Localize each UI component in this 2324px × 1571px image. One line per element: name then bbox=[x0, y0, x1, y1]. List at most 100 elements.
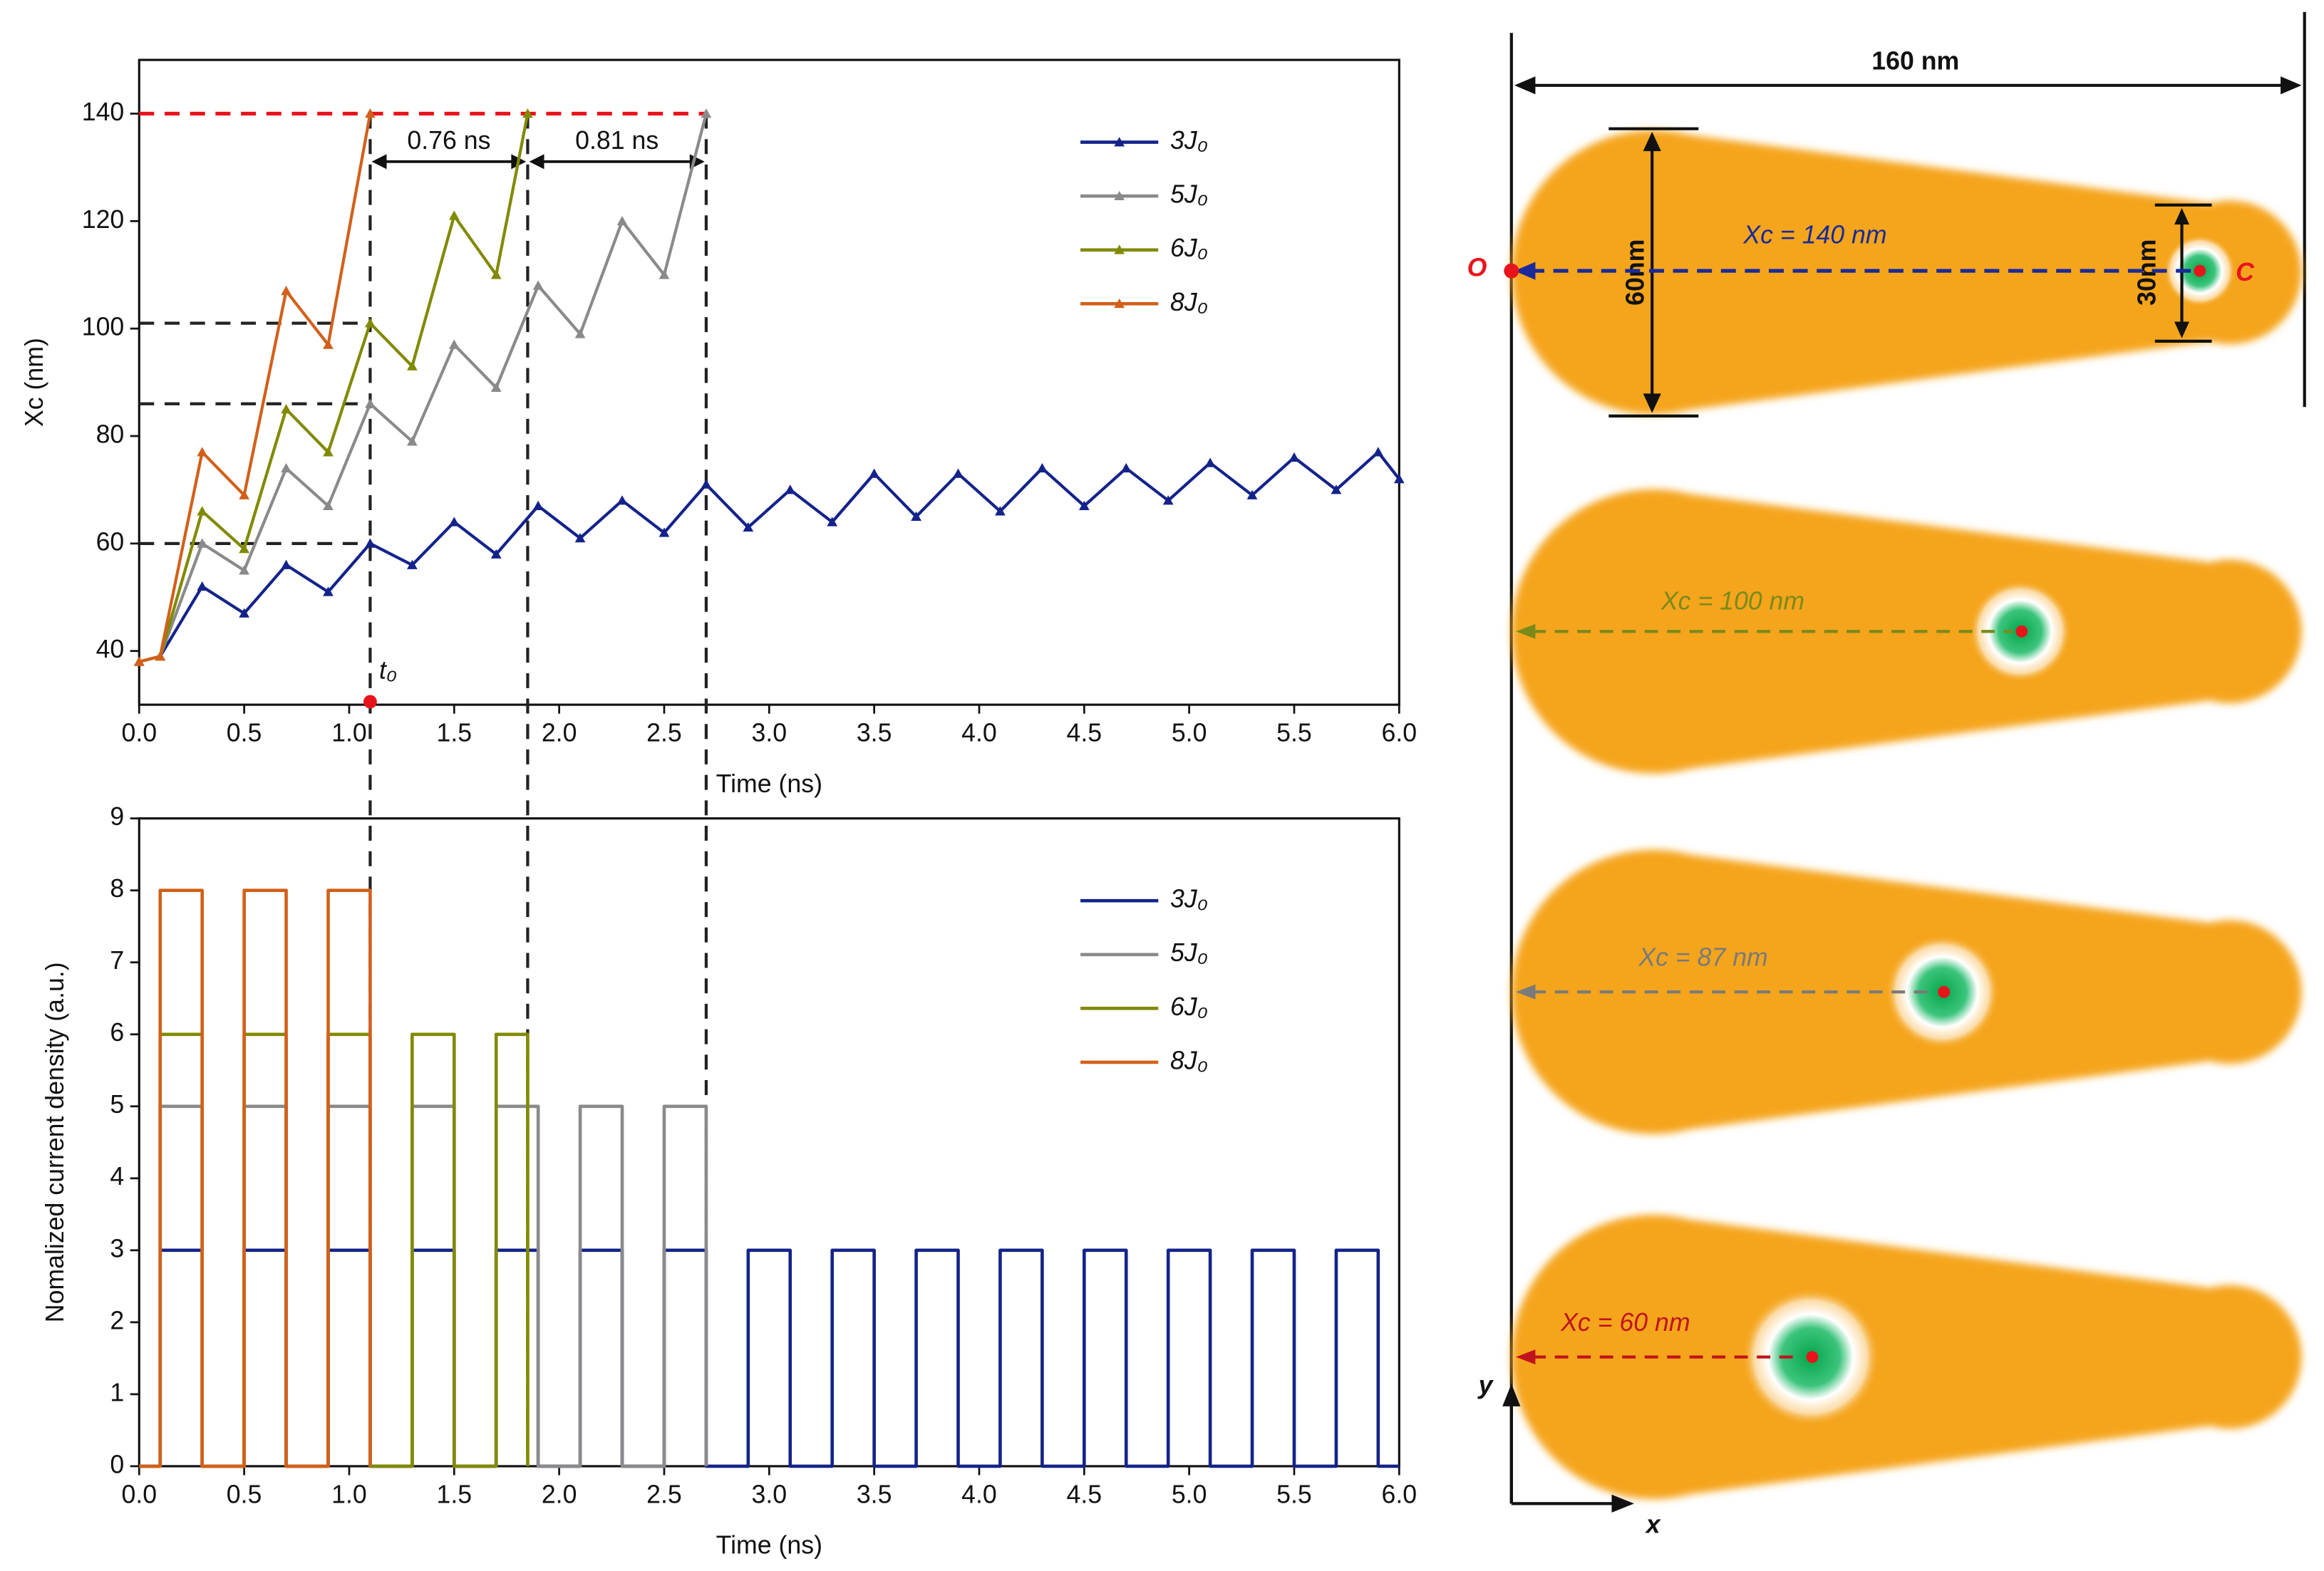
series-marker bbox=[197, 581, 208, 591]
series-marker bbox=[1120, 462, 1132, 473]
series-marker bbox=[281, 286, 291, 296]
series-marker bbox=[197, 447, 208, 457]
series-marker bbox=[407, 559, 418, 569]
series-marker bbox=[407, 436, 418, 446]
series-marker bbox=[574, 532, 586, 543]
y-axis-label: Xc (nm) bbox=[20, 338, 48, 427]
series-marker bbox=[365, 398, 376, 408]
arrow-head bbox=[1643, 393, 1661, 413]
y-tick-label: 40 bbox=[96, 635, 125, 663]
series-marker bbox=[133, 656, 145, 666]
distance-label: Xc = 100 nm bbox=[1661, 587, 1804, 616]
series-marker bbox=[323, 586, 334, 596]
x-tick-label: 6.0 bbox=[1382, 1480, 1417, 1508]
x-tick-label: 5.5 bbox=[1276, 719, 1312, 747]
arrow-head bbox=[1516, 984, 1536, 1000]
arrow-head bbox=[1643, 131, 1661, 152]
legend-label: 6J₀ bbox=[1170, 992, 1208, 1021]
legend-label: 8J₀ bbox=[1170, 1046, 1208, 1074]
x-tick-label: 3.5 bbox=[857, 719, 892, 747]
x-tick-label: 1.5 bbox=[436, 1480, 472, 1508]
y-tick-label: 1 bbox=[110, 1378, 124, 1406]
series-line bbox=[138, 113, 708, 663]
series-marker bbox=[616, 215, 628, 226]
y-axis-label: y bbox=[1477, 1371, 1494, 1399]
series-marker bbox=[490, 269, 502, 279]
legend-marker bbox=[1114, 137, 1125, 147]
series-marker bbox=[239, 489, 249, 499]
series-marker bbox=[490, 549, 502, 559]
series-marker bbox=[953, 468, 964, 478]
arrow-head bbox=[1502, 1384, 1521, 1406]
x-tick-label: 3.5 bbox=[857, 1480, 892, 1508]
series-marker bbox=[323, 447, 334, 457]
series-marker bbox=[197, 506, 208, 516]
x-tick-label: 2.5 bbox=[646, 1480, 682, 1508]
origin-point bbox=[1504, 263, 1519, 279]
series-marker bbox=[659, 269, 670, 279]
series-marker bbox=[281, 403, 291, 414]
series-marker bbox=[448, 517, 460, 527]
y-tick-label: 3 bbox=[110, 1234, 124, 1262]
legend-marker bbox=[1114, 244, 1125, 254]
t0-point bbox=[363, 695, 377, 709]
x-tick-label: 0.0 bbox=[121, 1480, 157, 1508]
series-marker bbox=[281, 462, 291, 473]
legend-label: 5J₀ bbox=[1170, 180, 1208, 209]
x-tick-label: 1.0 bbox=[331, 719, 367, 747]
x-tick-label: 0.5 bbox=[227, 1480, 262, 1508]
arrow-head bbox=[1516, 1349, 1536, 1365]
arrow-head bbox=[2174, 207, 2190, 225]
series-marker bbox=[1204, 457, 1216, 467]
y-tick-label: 2 bbox=[110, 1306, 124, 1334]
y-tick-label: 140 bbox=[82, 98, 125, 126]
x-tick-label: 2.0 bbox=[542, 719, 577, 747]
series-marker bbox=[448, 339, 460, 349]
series-marker bbox=[1246, 489, 1258, 499]
x-axis-label: Time (ns) bbox=[716, 769, 822, 798]
series-marker bbox=[490, 382, 502, 393]
series-marker bbox=[532, 280, 544, 290]
x-axis-label: x bbox=[1645, 1510, 1662, 1538]
legend-label: 3J₀ bbox=[1170, 126, 1208, 155]
arrow-head bbox=[371, 154, 387, 170]
y-axis-label: Nomalized current density (a.u.) bbox=[41, 962, 69, 1322]
center-label: C bbox=[2236, 258, 2255, 286]
series-line bbox=[139, 1104, 708, 1468]
y-tick-label: 8 bbox=[110, 874, 124, 903]
series-marker bbox=[155, 650, 166, 661]
x-tick-label: 3.0 bbox=[751, 1480, 787, 1508]
series-marker bbox=[239, 544, 249, 554]
series-marker bbox=[532, 500, 544, 510]
x-tick-label: 4.0 bbox=[961, 1480, 997, 1508]
origin-label: O bbox=[1467, 253, 1487, 281]
series-line bbox=[138, 113, 372, 663]
y-tick-label: 60 bbox=[96, 527, 125, 556]
y-tick-label: 0 bbox=[110, 1450, 124, 1478]
series-marker bbox=[281, 559, 291, 569]
legend-label: 8J₀ bbox=[1170, 288, 1208, 316]
x-tick-label: 4.0 bbox=[961, 719, 997, 747]
series-marker bbox=[827, 517, 838, 527]
x-tick-label: 3.0 bbox=[751, 719, 787, 747]
x-tick-label: 4.5 bbox=[1066, 1480, 1102, 1508]
series-marker bbox=[701, 108, 712, 118]
center-point bbox=[2194, 264, 2206, 277]
y-tick-label: 80 bbox=[96, 420, 125, 448]
distance-label: Xc = 140 nm bbox=[1742, 220, 1886, 249]
series-marker bbox=[365, 538, 376, 548]
series-marker bbox=[701, 479, 712, 489]
series-line bbox=[138, 113, 530, 663]
series-marker bbox=[1393, 474, 1405, 484]
distance-label: Xc = 60 nm bbox=[1560, 1308, 1690, 1337]
y-tick-label: 100 bbox=[82, 313, 125, 341]
series-marker bbox=[197, 538, 208, 548]
series-marker bbox=[574, 328, 586, 338]
x-tick-label: 2.0 bbox=[542, 1480, 577, 1508]
arrow-head bbox=[2174, 321, 2190, 338]
series-marker bbox=[323, 500, 334, 510]
series-marker bbox=[785, 484, 796, 494]
arrow-head bbox=[1514, 76, 1536, 95]
y-tick-label: 120 bbox=[82, 205, 125, 234]
